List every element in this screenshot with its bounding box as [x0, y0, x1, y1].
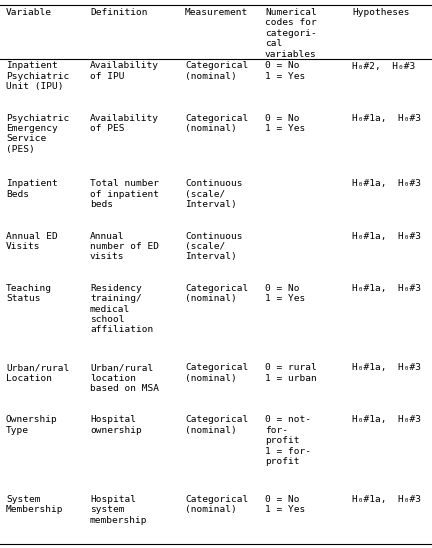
Text: Continuous
(scale/
Interval): Continuous (scale/ Interval) [185, 232, 242, 261]
Text: 0 = rural
1 = urban: 0 = rural 1 = urban [265, 363, 317, 383]
Text: 0 = No
1 = Yes: 0 = No 1 = Yes [265, 284, 305, 303]
Text: Categorical
(nominal): Categorical (nominal) [185, 113, 248, 133]
Text: Annual
number of ED
visits: Annual number of ED visits [90, 232, 159, 261]
Text: Teaching
Status: Teaching Status [6, 284, 52, 303]
Text: Residency
training/
medical
school
affiliation: Residency training/ medical school affil… [90, 284, 153, 334]
Text: Categorical
(nominal): Categorical (nominal) [185, 415, 248, 435]
Text: H₀#1a,  H₀#3: H₀#1a, H₀#3 [352, 284, 421, 293]
Text: Availability
of IPU: Availability of IPU [90, 61, 159, 81]
Text: H₀#1a,  H₀#3: H₀#1a, H₀#3 [352, 232, 421, 241]
Text: Total number
of inpatient
beds: Total number of inpatient beds [90, 180, 159, 209]
Text: H₀#1a,  H₀#3: H₀#1a, H₀#3 [352, 495, 421, 504]
Text: 0 = No
1 = Yes: 0 = No 1 = Yes [265, 113, 305, 133]
Text: Urban/rural
location
based on MSA: Urban/rural location based on MSA [90, 363, 159, 393]
Text: Inpatient
Psychiatric
Unit (IPU): Inpatient Psychiatric Unit (IPU) [6, 61, 69, 92]
Text: 0 = No
1 = Yes: 0 = No 1 = Yes [265, 495, 305, 514]
Text: Variable: Variable [6, 8, 52, 17]
Text: Hypotheses: Hypotheses [352, 8, 410, 17]
Text: Availability
of PES: Availability of PES [90, 113, 159, 133]
Text: 0 = not-
for-
profit
1 = for-
profit: 0 = not- for- profit 1 = for- profit [265, 415, 311, 466]
Text: 0 = No
1 = Yes: 0 = No 1 = Yes [265, 61, 305, 81]
Text: Numerical
codes for
categori-
cal
variables: Numerical codes for categori- cal variab… [265, 8, 317, 59]
Text: Inpatient
Beds: Inpatient Beds [6, 180, 58, 199]
Text: Urban/rural
Location: Urban/rural Location [6, 363, 69, 383]
Text: Categorical
(nominal): Categorical (nominal) [185, 61, 248, 81]
Text: Continuous
(scale/
Interval): Continuous (scale/ Interval) [185, 180, 242, 209]
Text: Annual ED
Visits: Annual ED Visits [6, 232, 58, 251]
Text: Categorical
(nominal): Categorical (nominal) [185, 363, 248, 383]
Text: Hospital
ownership: Hospital ownership [90, 415, 142, 435]
Text: Measurement: Measurement [185, 8, 248, 17]
Text: Definition: Definition [90, 8, 147, 17]
Text: Categorical
(nominal): Categorical (nominal) [185, 495, 248, 514]
Text: H₀#2,  H₀#3: H₀#2, H₀#3 [352, 61, 415, 71]
Text: Hospital
system
membership: Hospital system membership [90, 495, 147, 524]
Text: H₀#1a,  H₀#3: H₀#1a, H₀#3 [352, 363, 421, 372]
Text: H₀#1a,  H₀#3: H₀#1a, H₀#3 [352, 415, 421, 425]
Text: System
Membership: System Membership [6, 495, 64, 514]
Text: Categorical
(nominal): Categorical (nominal) [185, 284, 248, 303]
Text: H₀#1a,  H₀#3: H₀#1a, H₀#3 [352, 180, 421, 189]
Text: H₀#1a,  H₀#3: H₀#1a, H₀#3 [352, 113, 421, 123]
Text: Psychiatric
Emergency
Service
(PES): Psychiatric Emergency Service (PES) [6, 113, 69, 154]
Text: Ownership
Type: Ownership Type [6, 415, 58, 435]
